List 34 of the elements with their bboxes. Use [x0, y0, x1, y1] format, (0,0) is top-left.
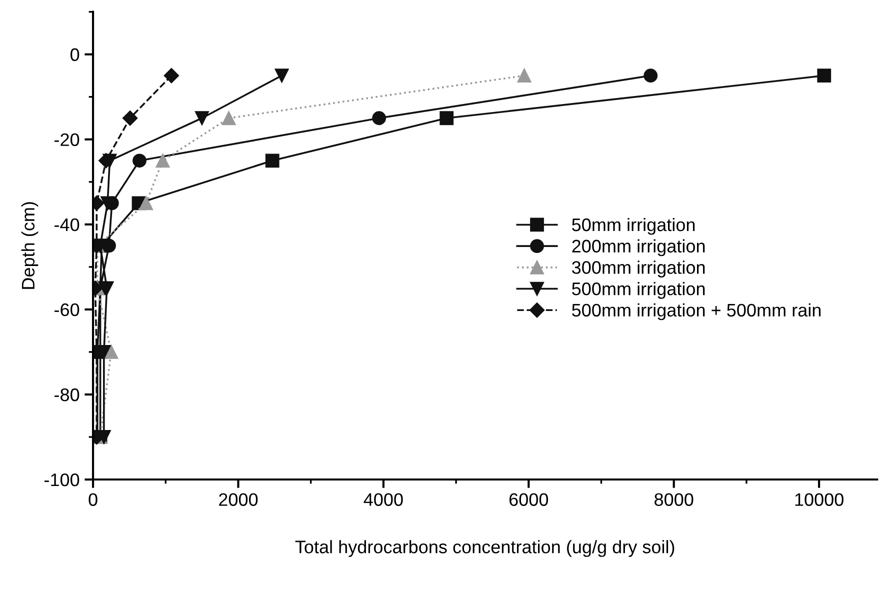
y-axis-title: Depth (cm)	[21, 202, 38, 289]
point	[194, 111, 209, 126]
y-tick-label: -20	[54, 133, 80, 146]
x-axis-title: Total hydrocarbons concentration (ug/g dry soil)	[295, 540, 674, 557]
point	[265, 154, 280, 168]
legend-label: 500mm irrigation	[572, 282, 705, 299]
y-tick-label: -80	[54, 388, 80, 402]
legend-label: 300mm irrigation	[572, 260, 705, 278]
point	[817, 68, 832, 83]
point	[132, 154, 146, 168]
point	[440, 111, 454, 126]
point	[274, 68, 289, 83]
x-tick-label: 0	[88, 493, 98, 506]
legend-label: 200mm irrigation	[572, 239, 705, 256]
x-tick-label: 4000	[364, 493, 403, 506]
point	[372, 111, 386, 126]
y-tick-label: -60	[54, 303, 80, 316]
y-tick-label: 0	[70, 48, 80, 62]
point	[644, 68, 658, 83]
x-tick-label: 10000	[795, 493, 844, 506]
point	[156, 154, 170, 168]
x-tick-label: 2000	[219, 493, 258, 506]
point	[517, 68, 532, 83]
point	[104, 345, 118, 359]
x-tick-label: 8000	[654, 493, 694, 506]
point	[100, 196, 114, 210]
y-tick-label: -100	[44, 473, 80, 486]
legend-label: 500mm irrigation + 500mm rain	[572, 303, 821, 320]
point	[139, 196, 153, 210]
legend-label: 50mm irrigation	[572, 218, 695, 235]
x-tick-label: 6000	[509, 493, 548, 506]
point	[222, 111, 236, 126]
point	[100, 281, 114, 296]
y-tick-label: -40	[54, 218, 80, 232]
